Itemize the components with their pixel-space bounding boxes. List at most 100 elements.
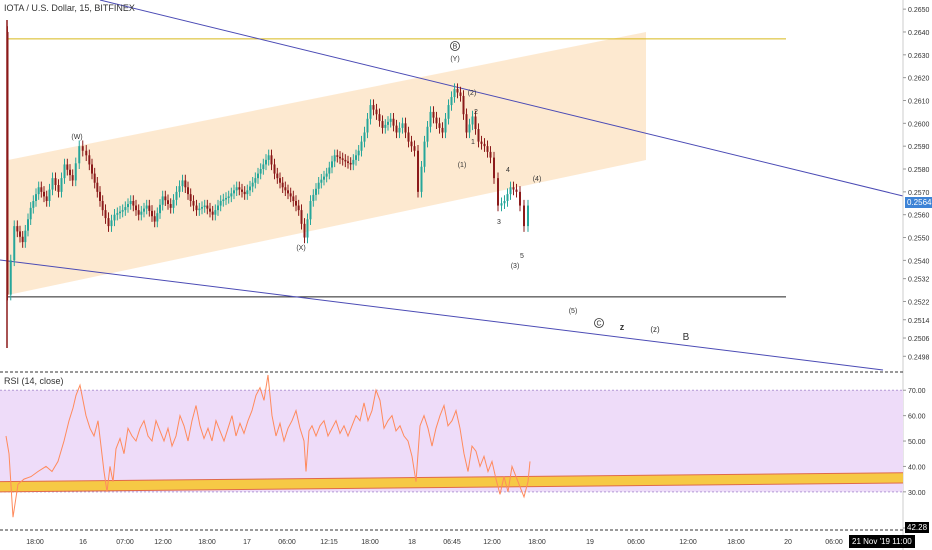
wave-label-2: (2) bbox=[468, 90, 477, 97]
wave-label-3: (3) bbox=[511, 263, 520, 270]
candle-body bbox=[175, 191, 178, 200]
candle-body bbox=[129, 200, 132, 205]
candle-body bbox=[447, 105, 450, 119]
candle-body bbox=[74, 163, 77, 181]
candle-body bbox=[153, 216, 156, 222]
candle-body bbox=[24, 230, 27, 243]
candle-body bbox=[317, 182, 320, 189]
rsi-value-tag: 42.28 bbox=[905, 522, 930, 533]
time-tick-label: 06:00 bbox=[278, 539, 296, 546]
candle-body bbox=[331, 161, 333, 168]
candle-body bbox=[410, 141, 413, 147]
chart-title: IOTA / U.S. Dollar, 15, BITFINEX bbox=[4, 3, 135, 13]
rsi-tick-label: 30.00 bbox=[908, 490, 926, 497]
candle-body bbox=[43, 191, 45, 197]
candle-body bbox=[300, 210, 303, 224]
wave-label-c-circle-circle bbox=[594, 318, 604, 328]
candle-body bbox=[503, 200, 506, 204]
wave-label-z: z bbox=[620, 322, 625, 332]
candle-body bbox=[375, 109, 378, 115]
wave-label-4: (4) bbox=[533, 176, 542, 183]
rsi-trend-edge-lower bbox=[0, 482, 904, 493]
candle-body bbox=[219, 200, 222, 206]
candle-body bbox=[178, 186, 181, 192]
candle-body bbox=[151, 210, 153, 217]
candle-body bbox=[63, 164, 66, 179]
wave-label-w: (W) bbox=[71, 134, 82, 141]
candle-body bbox=[45, 196, 48, 201]
candle-body bbox=[195, 205, 198, 211]
candle-body bbox=[257, 173, 259, 179]
candle-body bbox=[381, 121, 384, 128]
candle-body bbox=[259, 169, 262, 174]
wave-label-c-circle: C bbox=[596, 321, 601, 328]
price-tick-label: 0.2610 bbox=[908, 98, 930, 105]
candle-body bbox=[19, 231, 21, 237]
candle-body bbox=[315, 188, 317, 195]
candle-body bbox=[88, 155, 91, 165]
candle-body bbox=[116, 213, 119, 215]
candle-body bbox=[156, 213, 159, 222]
time-tick-label: 06:00 bbox=[825, 539, 843, 546]
candle-body bbox=[217, 205, 219, 211]
candle-body bbox=[450, 97, 453, 106]
candle-body bbox=[493, 157, 495, 179]
candle-body bbox=[172, 199, 175, 208]
candle-body bbox=[417, 150, 419, 192]
candle-body bbox=[143, 208, 145, 212]
candle-body bbox=[500, 203, 503, 206]
candle-body bbox=[104, 210, 107, 219]
candle-body bbox=[93, 173, 96, 183]
candle-body bbox=[99, 191, 101, 201]
candle-body bbox=[40, 187, 43, 192]
candle-body bbox=[214, 210, 217, 215]
candle-body bbox=[483, 143, 486, 147]
candle-body bbox=[480, 141, 483, 144]
price-tick-label: 0.2532 bbox=[908, 277, 930, 284]
last-price-tag: 0.2564 bbox=[905, 197, 932, 208]
price-tick-label: 0.2580 bbox=[908, 167, 930, 174]
candle-body bbox=[441, 127, 444, 133]
rsi-tick-label: 70.00 bbox=[908, 388, 926, 395]
candle-body bbox=[225, 197, 227, 200]
candle-body bbox=[85, 150, 88, 156]
candle-body bbox=[292, 196, 295, 201]
candle-body bbox=[110, 220, 113, 227]
candle-body bbox=[203, 205, 206, 208]
rsi-trend-edge-upper bbox=[0, 472, 904, 483]
candle-body bbox=[227, 196, 230, 198]
candle-body bbox=[119, 211, 121, 214]
price-tick-label: 0.2650 bbox=[908, 7, 930, 14]
candle-body bbox=[124, 207, 127, 211]
candle-body bbox=[392, 118, 395, 126]
price-tick-label: 0.2560 bbox=[908, 213, 930, 220]
wave-label-b-circle: B bbox=[453, 44, 458, 51]
candle-body bbox=[140, 211, 143, 215]
rsi-title: RSI (14, close) bbox=[4, 376, 64, 386]
candle-body bbox=[336, 155, 339, 157]
wave-label-sub2: 2 bbox=[474, 109, 478, 116]
candle-body bbox=[246, 190, 249, 195]
price-tick-label: 0.2540 bbox=[908, 258, 930, 265]
candle-body bbox=[29, 207, 32, 220]
candle-body bbox=[145, 205, 148, 209]
candle-body bbox=[21, 236, 24, 243]
rsi-tick-label: 60.00 bbox=[908, 414, 926, 421]
candle-body bbox=[352, 159, 355, 165]
candle-body bbox=[444, 118, 447, 133]
candle-body bbox=[306, 219, 309, 238]
price-tick-label: 0.2522 bbox=[908, 299, 930, 306]
price-tick-label: 0.2640 bbox=[908, 30, 930, 37]
candle-body bbox=[477, 129, 480, 142]
candle-body bbox=[432, 111, 435, 118]
rsi-tick-label: 40.00 bbox=[908, 464, 926, 471]
candle-body bbox=[281, 182, 284, 188]
candle-body bbox=[187, 187, 189, 195]
candle-body bbox=[303, 223, 306, 238]
time-tick-label: 06:45 bbox=[443, 539, 461, 546]
time-tick-label: 18:00 bbox=[361, 539, 379, 546]
time-tick-label: 16 bbox=[79, 539, 87, 546]
candle-body bbox=[81, 146, 84, 151]
time-tick-label: 12:00 bbox=[679, 539, 697, 546]
